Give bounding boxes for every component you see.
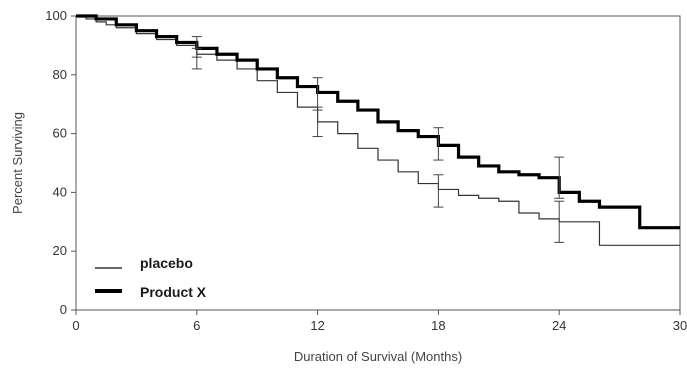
- y-tick-label: 0: [60, 302, 67, 317]
- error-bar-placebo: [554, 200, 565, 243]
- error-bar-product-x: [433, 127, 444, 161]
- error-bar-placebo: [433, 174, 444, 208]
- error-bars: [191, 36, 565, 243]
- legend-product-x-label: Product X: [140, 284, 207, 300]
- x-tick-label: 12: [310, 318, 324, 333]
- error-bar-product-x: [554, 156, 565, 199]
- plot-frame: [75, 15, 681, 311]
- y-tick-label: 40: [53, 184, 67, 199]
- x-tick-label: 0: [72, 318, 79, 333]
- x-tick-label: 24: [552, 318, 566, 333]
- y-tick-label: 60: [53, 126, 67, 141]
- error-bar-placebo: [312, 109, 323, 138]
- x-tick-label: 30: [673, 318, 687, 333]
- x-tick-label: 6: [193, 318, 200, 333]
- legend-placebo-label: placebo: [140, 255, 193, 271]
- x-axis-tick-labels: 0 6 12 18 24 30: [72, 318, 687, 333]
- error-bar-product-x: [191, 36, 202, 58]
- axis-ticks: [71, 15, 681, 315]
- y-tick-label: 100: [45, 8, 67, 23]
- series-line-placebo: [76, 15, 680, 246]
- error-bar-product-x: [312, 77, 323, 108]
- x-tick-label: 18: [431, 318, 445, 333]
- x-axis-title: Duration of Survival (Months): [294, 349, 462, 364]
- legend: placebo Product X: [95, 255, 207, 300]
- y-tick-label: 80: [53, 67, 67, 82]
- y-axis-title: Percent Surviving: [10, 112, 25, 214]
- y-axis-tick-labels: 0 20 40 60 80 100: [45, 8, 67, 317]
- y-tick-label: 20: [53, 243, 67, 258]
